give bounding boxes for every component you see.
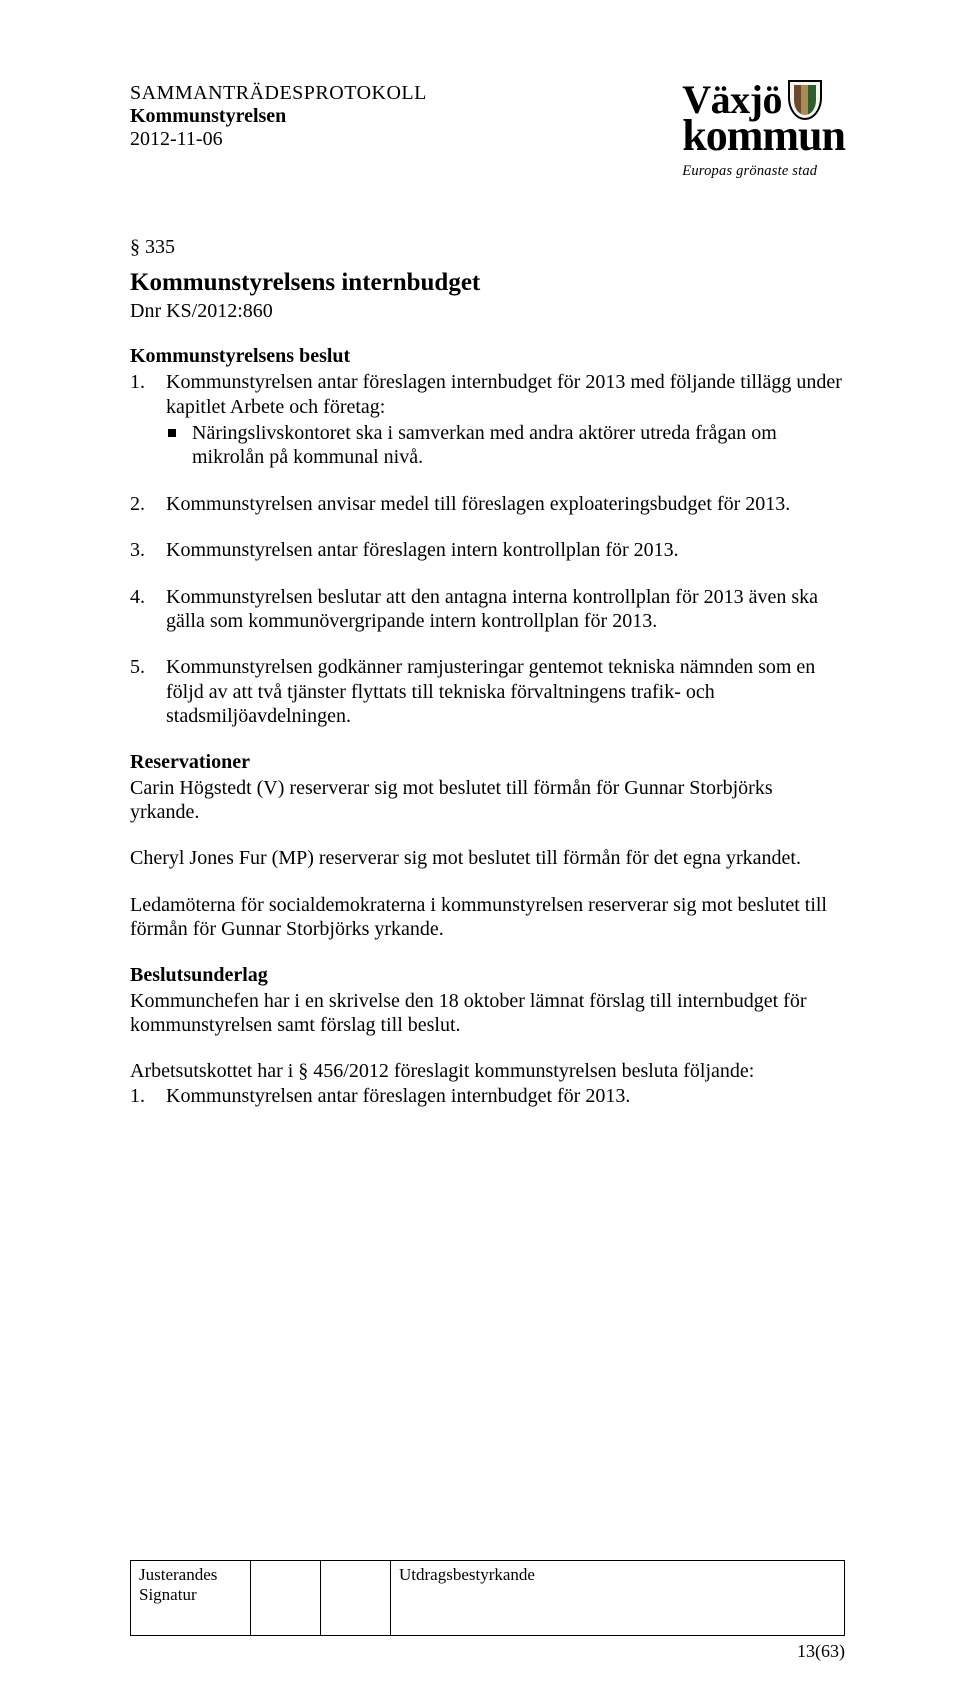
logo-line2: kommun [682, 114, 845, 158]
footer-table: Justerandes Signatur Utdragsbestyrkande [130, 1560, 845, 1636]
item-text: Kommunstyrelsen antar föreslagen intern … [166, 538, 845, 562]
decision-list: 1. Kommunstyrelsen antar föreslagen inte… [130, 370, 845, 728]
list-item: 1. Kommunstyrelsen antar föreslagen inte… [166, 1084, 845, 1108]
reservations-heading: Reservationer [130, 751, 845, 774]
page-header: SAMMANTRÄDESPROTOKOLL Kommunstyrelsen 20… [130, 80, 845, 179]
bullet-item: Näringslivskontoret ska i samverkan med … [166, 421, 845, 470]
item-text: Kommunstyrelsen beslutar att den antagna… [166, 585, 845, 634]
header-text: SAMMANTRÄDESPROTOKOLL Kommunstyrelsen 20… [130, 80, 427, 151]
section-number: § 335 [130, 235, 845, 259]
underlag-paragraph: Arbetsutskottet har i § 456/2012 föresla… [130, 1059, 845, 1083]
list-item: 3. Kommunstyrelsen antar föreslagen inte… [166, 538, 845, 562]
section-title: Kommunstyrelsens internbudget [130, 269, 845, 297]
list-item: 1. Kommunstyrelsen antar föreslagen inte… [166, 370, 845, 470]
page-number: 13(63) [797, 1641, 845, 1662]
underlag-heading: Beslutsunderlag [130, 964, 845, 987]
signature-cell-empty [251, 1561, 321, 1636]
item-text: Kommunstyrelsen anvisar medel till föres… [166, 492, 845, 516]
item-number: 1. [130, 370, 145, 394]
auth-cell: Utdragsbestyrkande [391, 1561, 845, 1636]
page-footer: Justerandes Signatur Utdragsbestyrkande … [130, 1560, 845, 1636]
item-text: Kommunstyrelsen antar föreslagen internb… [166, 370, 845, 419]
reservation-paragraph: Ledamöterna för socialdemokraterna i kom… [130, 893, 845, 942]
item-text: Kommunstyrelsen godkänner ramjusteringar… [166, 655, 845, 728]
item-number: 3. [130, 538, 145, 562]
doc-type: SAMMANTRÄDESPROTOKOLL [130, 82, 427, 105]
underlag-list: 1. Kommunstyrelsen antar föreslagen inte… [130, 1084, 845, 1108]
reservation-paragraph: Cheryl Jones Fur (MP) reserverar sig mot… [130, 846, 845, 870]
signature-cell-empty [321, 1561, 391, 1636]
item-number: 2. [130, 492, 145, 516]
item-number: 4. [130, 585, 145, 609]
signature-cell: Justerandes Signatur [131, 1561, 251, 1636]
logo-tagline: Europas grönaste stad [682, 164, 845, 179]
list-item: 2. Kommunstyrelsen anvisar medel till fö… [166, 492, 845, 516]
underlag-paragraph: Kommunchefen har i en skrivelse den 18 o… [130, 989, 845, 1038]
committee-name: Kommunstyrelsen [130, 105, 427, 128]
municipality-logo: Växjö kommun Europas grönaste stad [682, 80, 845, 179]
beslut-heading: Kommunstyrelsens beslut [130, 345, 845, 368]
meeting-date: 2012-11-06 [130, 128, 427, 151]
item-text: Kommunstyrelsen antar föreslagen internb… [166, 1084, 845, 1108]
list-item: 4. Kommunstyrelsen beslutar att den anta… [166, 585, 845, 634]
item-number: 5. [130, 655, 145, 679]
list-item: 5. Kommunstyrelsen godkänner ramjusterin… [166, 655, 845, 728]
reservation-paragraph: Carin Högstedt (V) reserverar sig mot be… [130, 776, 845, 825]
diary-number: Dnr KS/2012:860 [130, 299, 845, 323]
item-number: 1. [130, 1084, 145, 1108]
